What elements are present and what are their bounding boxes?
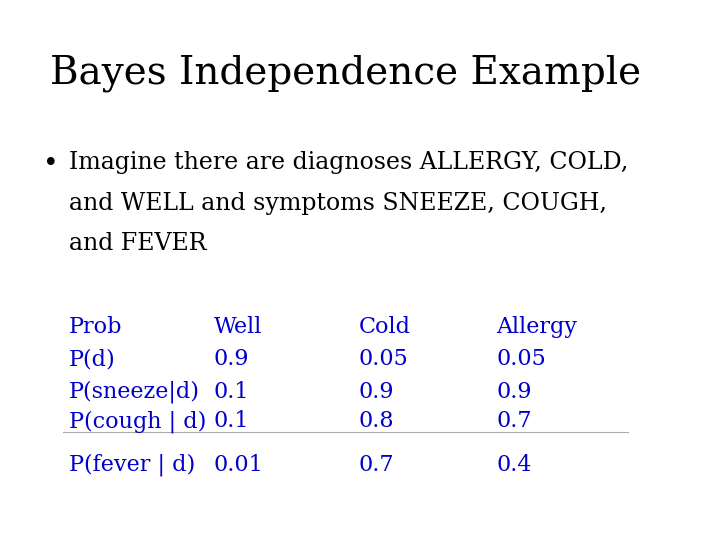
Text: Cold: Cold [359, 316, 410, 338]
Text: 0.9: 0.9 [359, 381, 394, 403]
Text: P(sneeze|d): P(sneeze|d) [69, 381, 200, 403]
Text: 0.7: 0.7 [359, 454, 394, 476]
Text: P(cough | d): P(cough | d) [69, 410, 207, 433]
Text: 0.9: 0.9 [214, 348, 249, 370]
Text: Well: Well [214, 316, 262, 338]
Text: 0.9: 0.9 [497, 381, 532, 403]
Text: P(fever | d): P(fever | d) [69, 454, 195, 476]
Text: 0.7: 0.7 [497, 410, 532, 433]
Text: 0.01: 0.01 [214, 454, 264, 476]
Text: P(d): P(d) [69, 348, 116, 370]
Text: and WELL and symptoms SNEEZE, COUGH,: and WELL and symptoms SNEEZE, COUGH, [69, 192, 607, 215]
Text: Allergy: Allergy [497, 316, 577, 338]
Text: 0.1: 0.1 [214, 381, 249, 403]
Text: Prob: Prob [69, 316, 122, 338]
Text: 0.1: 0.1 [214, 410, 249, 433]
Text: 0.4: 0.4 [497, 454, 532, 476]
Text: 0.8: 0.8 [359, 410, 394, 433]
Text: 0.05: 0.05 [497, 348, 546, 370]
Text: and FEVER: and FEVER [69, 232, 207, 255]
Text: Bayes Independence Example: Bayes Independence Example [50, 54, 641, 91]
Text: •: • [43, 151, 58, 176]
Text: 0.05: 0.05 [359, 348, 408, 370]
Text: Imagine there are diagnoses ALLERGY, COLD,: Imagine there are diagnoses ALLERGY, COL… [69, 151, 629, 174]
